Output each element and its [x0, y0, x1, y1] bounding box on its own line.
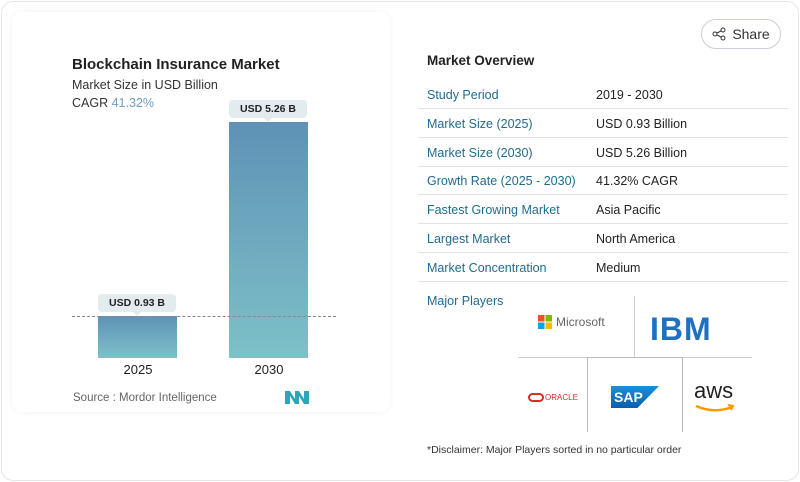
microsoft-logo-icon: [538, 315, 552, 329]
divider: [634, 296, 635, 357]
oracle-ring-icon: [528, 393, 544, 402]
overview-row: Growth Rate (2025 - 2030) 41.32% CAGR: [418, 166, 788, 196]
cagr-label: CAGR: [72, 96, 109, 110]
row-label: Market Size (2025): [427, 116, 533, 131]
major-players-title: Major Players: [427, 294, 504, 308]
aws-smile-icon: [695, 404, 735, 412]
chart-subtitle: Market Size in USD Billion: [72, 78, 218, 92]
row-value: Asia Pacific: [596, 203, 661, 218]
data-label: USD 5.26 B: [229, 100, 307, 122]
overview-row: Fastest Growing Market Asia Pacific: [418, 195, 788, 225]
data-label: USD 0.93 B: [98, 294, 176, 317]
row-label: Largest Market: [427, 232, 511, 246]
source: Source : Mordor Intelligence: [73, 392, 217, 404]
row-value: USD 5.26 Billion: [596, 145, 688, 160]
chart-card: [12, 12, 390, 412]
overview-row: Study Period 2019 - 2030: [418, 80, 788, 109]
share-icon: [712, 27, 726, 41]
mordor-logo: [285, 391, 309, 404]
disclaimer: *Disclaimer: Major Players sorted in no …: [427, 444, 682, 456]
player-microsoft: Microsoft: [538, 315, 605, 329]
row-label: Market Concentration: [427, 260, 547, 275]
x-tick-label: 2025: [123, 362, 153, 377]
player-aws: aws: [694, 378, 734, 403]
divider: [683, 357, 752, 358]
row-value: Medium: [596, 260, 641, 275]
divider: [518, 357, 587, 358]
player-oracle: ORACLE: [528, 393, 578, 402]
cagr: CAGR 41.32%: [72, 96, 154, 110]
sap-box: [587, 357, 683, 432]
share-label: Share: [732, 26, 770, 42]
cagr-value: 41.32%: [111, 96, 155, 110]
overview-row: Largest Market North America: [418, 224, 788, 253]
row-value: 41.32% CAGR: [596, 174, 678, 189]
bar-2030: [229, 122, 308, 358]
share-button[interactable]: Share: [701, 19, 781, 49]
x-tick-label: 2030: [254, 362, 284, 377]
row-value: North America: [596, 232, 676, 246]
baseline-dash: [72, 316, 336, 317]
bar-2025: [98, 316, 177, 358]
row-value: 2019 - 2030: [596, 88, 663, 102]
overview-row: Market Concentration Medium: [418, 253, 788, 282]
overview-row: Market Size (2030) USD 5.26 Billion: [418, 138, 788, 167]
row-label: Study Period: [427, 88, 499, 102]
overview-row: Market Size (2025) USD 0.93 Billion: [418, 109, 788, 138]
player-ibm: IBM: [650, 311, 712, 347]
row-label: Fastest Growing Market: [427, 203, 560, 218]
overview-title: Market Overview: [427, 53, 535, 68]
row-label: Growth Rate (2025 - 2030): [427, 174, 576, 189]
row-value: USD 0.93 Billion: [596, 116, 688, 131]
row-label: Market Size (2030): [427, 145, 533, 160]
chart-title: Blockchain Insurance Market: [72, 56, 280, 73]
